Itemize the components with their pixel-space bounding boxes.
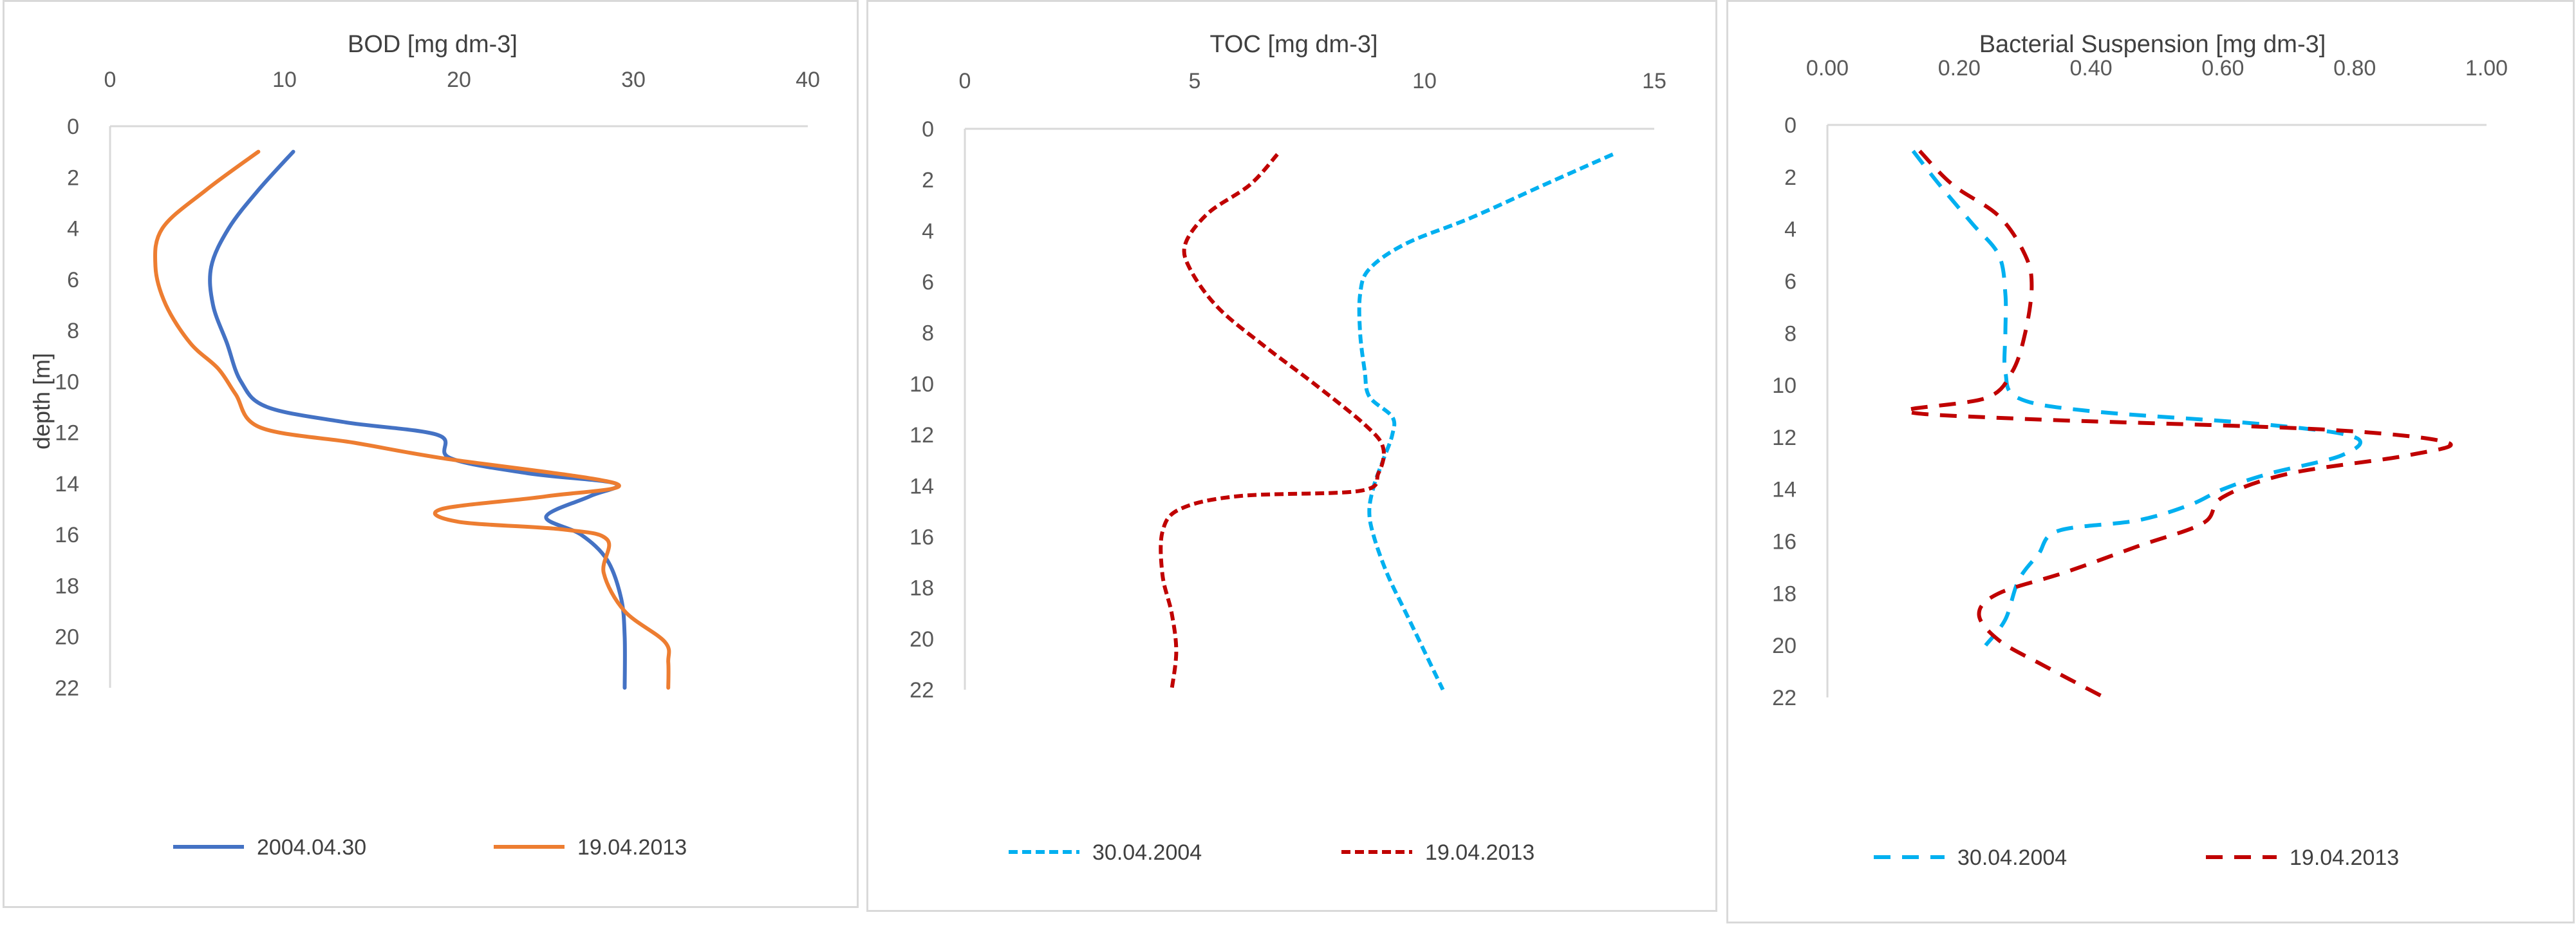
y-tick-label: 20	[1772, 634, 1797, 658]
y-tick-label: 16	[55, 523, 79, 547]
y-tick-label: 2	[1784, 166, 1797, 190]
series-line-1	[1357, 152, 1614, 691]
x-tick-label: 20	[447, 68, 471, 92]
bacterial-suspension-chart: Bacterial Suspension [mg dm-3] 0.00 0.20 0.…	[1772, 31, 2508, 870]
x-tick-label: 10	[1412, 69, 1437, 93]
y-tick-label: 10	[910, 372, 934, 397]
series-line-2	[1904, 149, 2453, 699]
y-tick-label: 10	[1772, 374, 1797, 398]
bod-chart: BOD [mg dm-3] 0 10 20 30 40 0 2 4 6 8 10 12 14 16 18 20 2…	[28, 31, 820, 860]
y-tick-label: 22	[1772, 686, 1797, 710]
y-tick-label: 18	[910, 576, 934, 601]
x-tick-label: 0.40	[2070, 56, 2113, 80]
y-tick-label: 22	[910, 678, 934, 703]
y-tick-label: 14	[1772, 478, 1797, 502]
y-tick-label: 14	[910, 474, 934, 498]
y-tick-label: 0	[67, 115, 79, 139]
y-axis-label: depth [m]	[28, 353, 55, 449]
y-tick-label: 4	[922, 219, 934, 243]
y-tick-label: 12	[910, 423, 934, 448]
y-tick-label: 0	[922, 117, 934, 142]
x-tick-label: 5	[1189, 69, 1201, 93]
y-tick-label: 0	[1784, 113, 1797, 138]
series-line-1	[208, 149, 627, 690]
y-tick-label: 8	[67, 319, 79, 343]
x-tick-label: 40	[796, 68, 820, 92]
x-tick-label: 1.00	[2465, 56, 2508, 80]
x-tick-label: 0	[959, 69, 971, 93]
y-tick-label: 16	[910, 525, 934, 549]
y-tick-label: 2	[67, 166, 79, 190]
x-tick-label: 0	[104, 68, 117, 92]
y-tick-label: 20	[55, 625, 79, 650]
legend-label: 19.04.2013	[1425, 840, 1535, 865]
chart-title: Bacterial Suspension [mg dm-3]	[1979, 31, 2326, 58]
x-tick-label: 30	[621, 68, 646, 92]
y-tick-label: 14	[55, 472, 79, 497]
series-line-1	[1911, 149, 2362, 647]
y-tick-label: 6	[1784, 269, 1797, 294]
y-tick-label: 20	[910, 627, 934, 652]
legend-label: 30.04.2004	[1957, 846, 2067, 870]
x-tick-label: 10	[272, 68, 297, 92]
y-tick-label: 12	[55, 421, 79, 446]
y-tick-label: 10	[55, 370, 79, 394]
y-tick-label: 8	[922, 321, 934, 346]
y-tick-label: 8	[1784, 321, 1797, 346]
y-tick-label: 4	[67, 217, 79, 241]
toc-chart: TOC [mg dm-3] 0 5 10 15 0 2 4 6 8 10 12 14 16 18 20 22 30…	[910, 31, 1666, 865]
y-tick-label: 18	[1772, 582, 1797, 606]
y-tick-label: 6	[922, 270, 934, 295]
x-tick-label: 0.60	[2201, 56, 2244, 80]
series-line-2	[153, 149, 671, 690]
x-tick-label: 0.00	[1806, 56, 1849, 80]
x-tick-label: 15	[1642, 69, 1666, 93]
legend-label: 19.04.2013	[577, 835, 687, 860]
y-tick-label: 4	[1784, 218, 1797, 242]
legend-label: 19.04.2013	[2290, 846, 2399, 870]
y-tick-label: 16	[1772, 530, 1797, 554]
legend-label: 30.04.2004	[1092, 840, 1202, 865]
series-line-2	[1159, 153, 1386, 690]
chart-title: BOD [mg dm-3]	[348, 31, 518, 58]
bacterial-suspension-chart-panel: Bacterial Suspension [mg dm-3] 0.00 0.20 0.…	[1726, 0, 2575, 923]
y-tick-label: 2	[922, 168, 934, 193]
y-tick-label: 12	[1772, 426, 1797, 450]
legend-label: 2004.04.30	[257, 835, 366, 860]
chart-title: TOC [mg dm-3]	[1209, 31, 1377, 58]
x-tick-label: 0.20	[1938, 56, 1981, 80]
y-tick-label: 18	[55, 574, 79, 598]
x-tick-label: 0.80	[2333, 56, 2376, 80]
toc-chart-panel: TOC [mg dm-3] 0 5 10 15 0 2 4 6 8 10 12 14 16 18 20 22 30…	[866, 0, 1717, 912]
y-tick-label: 6	[67, 268, 79, 292]
y-tick-label: 22	[55, 676, 79, 701]
bod-chart-panel: BOD [mg dm-3] 0 10 20 30 40 0 2 4 6 8 10 12 14 16 18 20 2…	[3, 0, 859, 908]
